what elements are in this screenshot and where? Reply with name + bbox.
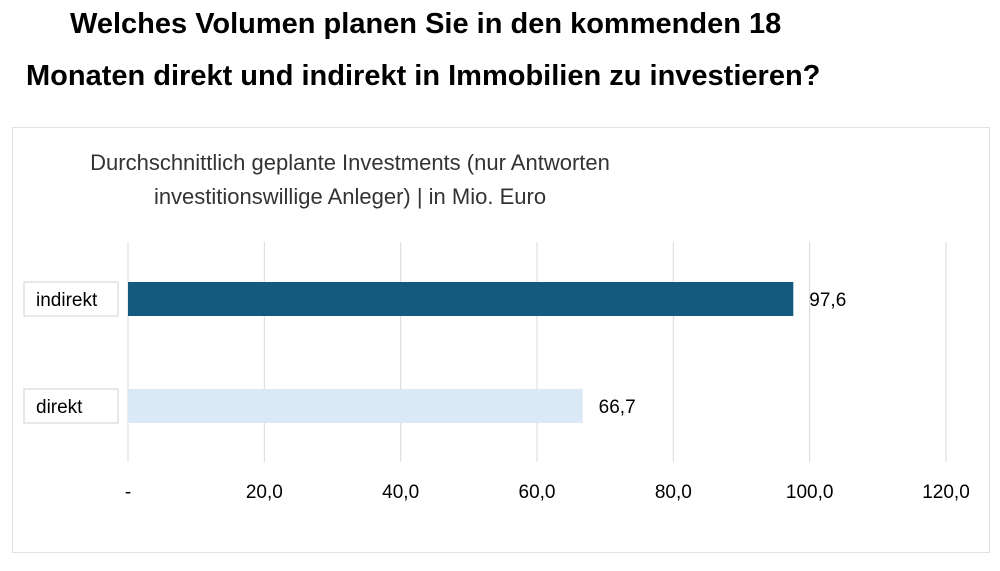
data-label-indirekt: 97,6 — [809, 290, 846, 311]
bar-direkt — [128, 389, 583, 423]
chart-frame — [12, 127, 990, 553]
page-title-line-2: Monaten direkt und indirekt in Immobilie… — [26, 60, 821, 92]
chart-title-line-2: investitionswillige Anleger) | in Mio. E… — [153, 184, 547, 209]
x-tick-label-2: 40,0 — [382, 482, 419, 503]
x-tick-label-4: 80,0 — [655, 482, 692, 503]
category-label-direkt: direkt — [36, 397, 83, 418]
chart-title: Durchschnittlich geplante Investments (n… — [0, 146, 700, 214]
category-label-box-indirekt — [23, 281, 119, 317]
category-label-box-direkt — [23, 388, 119, 424]
page-title-line-1: Welches Volumen planen Sie in den kommen… — [70, 8, 782, 40]
data-label-direkt: 66,7 — [599, 397, 636, 418]
x-tick-label-3: 60,0 — [519, 482, 556, 503]
x-tick-label-0: - — [125, 482, 131, 503]
bar-indirekt — [128, 282, 794, 316]
x-tick-label-6: 120,0 — [922, 482, 970, 503]
chart-title-line-1: Durchschnittlich geplante Investments (n… — [90, 150, 610, 175]
x-tick-label-1: 20,0 — [246, 482, 283, 503]
x-tick-label-5: 100,0 — [786, 482, 834, 503]
category-label-indirekt: indirekt — [36, 290, 98, 311]
